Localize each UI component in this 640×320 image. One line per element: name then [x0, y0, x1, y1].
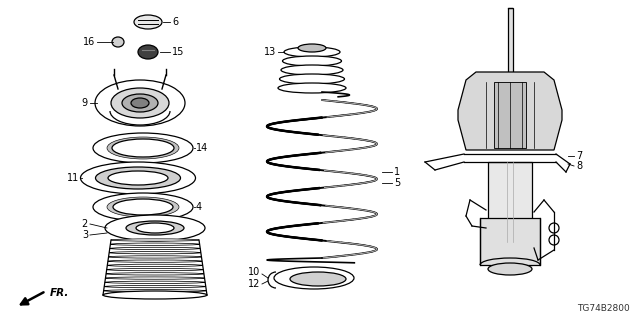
Ellipse shape — [107, 268, 204, 271]
Bar — [508, 8, 513, 105]
Ellipse shape — [108, 264, 203, 267]
Ellipse shape — [113, 199, 173, 215]
Ellipse shape — [105, 281, 205, 284]
Bar — [488, 162, 532, 265]
Ellipse shape — [104, 290, 206, 292]
Ellipse shape — [134, 15, 162, 29]
Bar — [494, 82, 526, 148]
Ellipse shape — [95, 80, 185, 126]
Text: 1: 1 — [394, 167, 400, 177]
Ellipse shape — [95, 167, 180, 189]
Text: 15: 15 — [172, 47, 184, 57]
Text: FR.: FR. — [50, 288, 69, 298]
Ellipse shape — [108, 171, 168, 185]
Text: 14: 14 — [196, 143, 208, 153]
Text: 3: 3 — [82, 230, 88, 240]
Circle shape — [549, 235, 559, 245]
Text: 9: 9 — [82, 98, 88, 108]
Ellipse shape — [290, 272, 346, 286]
Ellipse shape — [106, 273, 204, 275]
Text: 10: 10 — [248, 267, 260, 277]
Ellipse shape — [131, 98, 149, 108]
Ellipse shape — [107, 197, 179, 217]
Ellipse shape — [107, 137, 179, 159]
Ellipse shape — [298, 44, 326, 52]
Text: TG74B2800: TG74B2800 — [577, 304, 630, 313]
Ellipse shape — [104, 285, 206, 288]
Ellipse shape — [112, 139, 174, 157]
Ellipse shape — [136, 223, 174, 233]
Ellipse shape — [110, 247, 200, 250]
Ellipse shape — [103, 294, 207, 296]
Ellipse shape — [112, 37, 124, 47]
Ellipse shape — [278, 83, 346, 93]
Text: 12: 12 — [248, 279, 260, 289]
Ellipse shape — [103, 291, 207, 299]
Text: 4: 4 — [196, 202, 202, 212]
Ellipse shape — [281, 65, 343, 75]
Ellipse shape — [108, 260, 202, 262]
Ellipse shape — [274, 267, 354, 289]
Circle shape — [549, 223, 559, 233]
Ellipse shape — [109, 252, 201, 254]
Text: 6: 6 — [172, 17, 178, 27]
Ellipse shape — [111, 88, 169, 118]
Text: 2: 2 — [82, 219, 88, 229]
Bar — [480, 218, 540, 265]
Ellipse shape — [126, 221, 184, 235]
Ellipse shape — [282, 56, 342, 66]
Ellipse shape — [109, 256, 202, 258]
Ellipse shape — [105, 215, 205, 241]
Ellipse shape — [284, 47, 340, 57]
Text: 11: 11 — [67, 173, 79, 183]
Ellipse shape — [280, 74, 344, 84]
Ellipse shape — [122, 94, 158, 112]
Text: 8: 8 — [576, 161, 582, 171]
Text: 7: 7 — [576, 151, 582, 161]
Text: 5: 5 — [394, 178, 400, 188]
Ellipse shape — [113, 199, 173, 215]
Ellipse shape — [106, 277, 205, 279]
Ellipse shape — [138, 45, 158, 59]
Text: 16: 16 — [83, 37, 95, 47]
Ellipse shape — [488, 263, 532, 275]
Ellipse shape — [81, 162, 195, 194]
Ellipse shape — [93, 133, 193, 163]
Ellipse shape — [93, 193, 193, 221]
Ellipse shape — [112, 139, 174, 157]
Ellipse shape — [111, 239, 199, 241]
Ellipse shape — [110, 243, 200, 245]
Polygon shape — [458, 72, 562, 150]
Text: 13: 13 — [264, 47, 276, 57]
